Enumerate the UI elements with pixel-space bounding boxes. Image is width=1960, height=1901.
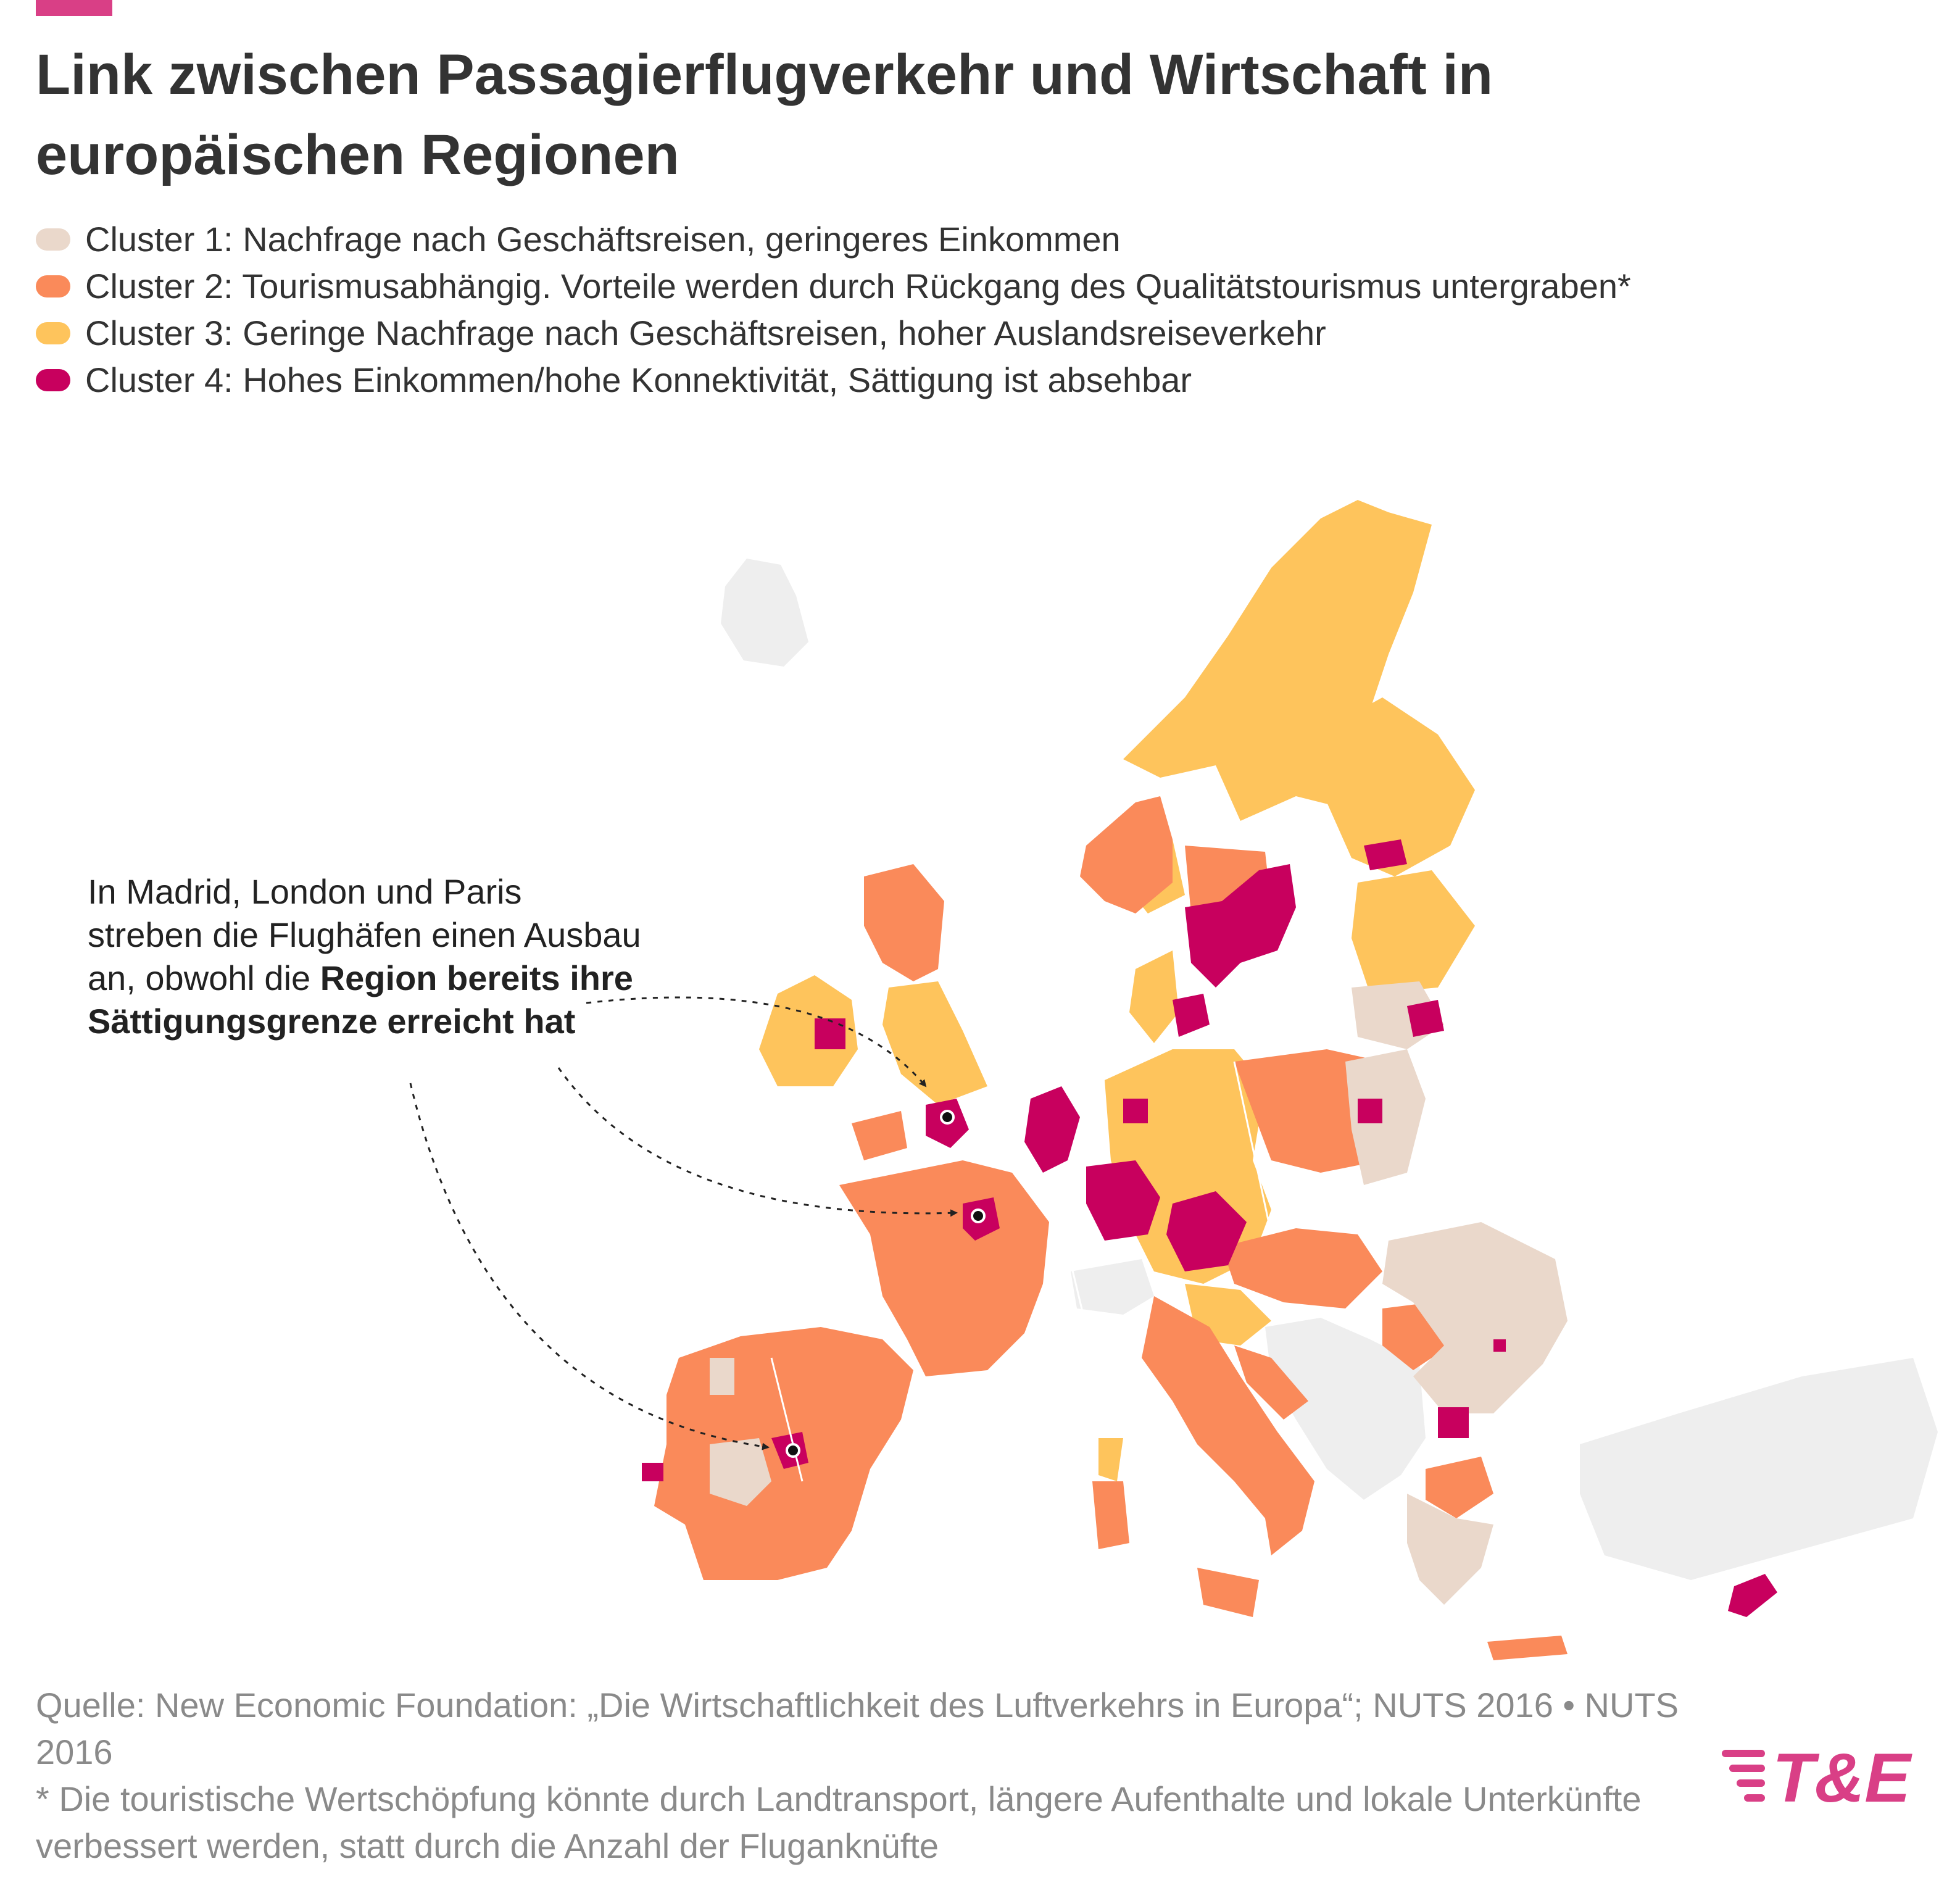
border-line [770, 1061, 1273, 1482]
region-warsaw [1358, 1099, 1382, 1123]
region-austria-hungary [1222, 1228, 1382, 1308]
region-stockholm-sweden-east [1185, 864, 1296, 988]
region-baltics [1352, 870, 1475, 994]
region-eastern-poland-slovakia [1345, 1049, 1426, 1185]
legend-label-cluster-1: Cluster 1: Nachfrage nach Geschäftsreise… [85, 220, 1121, 259]
footnote: * Die touristische Wertschöpfung könnte … [36, 1779, 1642, 1865]
region-borders [770, 1061, 1273, 1482]
region-iceland [721, 559, 808, 667]
region-bucharest [1493, 1339, 1506, 1352]
region-dublin [815, 1018, 845, 1049]
region-benelux [1024, 1086, 1080, 1173]
region-scotland [864, 864, 944, 981]
legend-swatch-cluster-1 [36, 228, 70, 251]
region-switzerland [1071, 1259, 1154, 1315]
region-croatia-dalmatia [1234, 1346, 1308, 1420]
source-note: Quelle: New Economic Foundation: „Die Wi… [36, 1682, 1702, 1870]
cluster-4-regions [642, 839, 1777, 1617]
legend-item-cluster-1: Cluster 1: Nachfrage nach Geschäftsreise… [36, 216, 1887, 263]
paris-marker [971, 1208, 986, 1223]
region-balkans [1265, 1318, 1426, 1500]
logo-text: T&E [1772, 1739, 1912, 1816]
region-sardinia-north [1098, 1438, 1123, 1481]
region-helsinki [1364, 839, 1407, 870]
region-finland [1327, 697, 1475, 876]
region-uk-midlands [882, 981, 987, 1105]
region-wales-cornwall [852, 1111, 907, 1160]
legend-item-cluster-2: Cluster 2: Tourismusabhängig. Vorteile w… [36, 263, 1887, 310]
legend-swatch-cluster-4 [36, 369, 70, 391]
region-norway-south [1080, 796, 1173, 913]
region-crete [1487, 1636, 1568, 1660]
region-prague-vienna [1166, 1191, 1247, 1271]
region-denmark [1129, 950, 1179, 1043]
legend-swatch-cluster-3 [36, 322, 70, 344]
logo-mark-icon [1722, 1750, 1765, 1802]
callout-arrows [409, 996, 958, 1450]
region-sardinia [1092, 1481, 1129, 1549]
legend-item-cluster-4: Cluster 4: Hohes Einkommen/hohe Konnekti… [36, 357, 1887, 404]
legend: Cluster 1: Nachfrage nach Geschäftsreise… [36, 216, 1887, 404]
region-sicily [1197, 1568, 1259, 1617]
callout-bold-text: Region bereits ihre Sättigungsgrenze err… [88, 959, 633, 1041]
source-line: Quelle: New Economic Foundation: „Die Wi… [36, 1686, 1679, 1771]
london-marker [940, 1110, 955, 1125]
region-hamburg [1123, 1099, 1148, 1123]
legend-label-cluster-3: Cluster 3: Geringe Nachfrage nach Geschä… [85, 314, 1326, 352]
region-lisbon [642, 1463, 663, 1481]
region-romania-bulgaria [1382, 1222, 1568, 1413]
arrow-to-madrid [409, 1083, 770, 1450]
region-central-spain [710, 1438, 771, 1506]
region-turkey [1580, 1358, 1938, 1580]
region-italy [1142, 1296, 1314, 1555]
city-markers [786, 1110, 986, 1458]
region-ireland [759, 975, 858, 1086]
cluster-1-regions [710, 981, 1568, 1605]
arrow-to-london [586, 996, 927, 1088]
region-estonia-capital [1407, 1000, 1444, 1037]
legend-label-cluster-2: Cluster 2: Tourismusabhängig. Vorteile w… [85, 267, 1631, 306]
chart-title: Link zwischen Passagierflugverkehr und W… [36, 43, 1493, 186]
te-logo: T&E [1722, 1739, 1912, 1816]
legend-label-cluster-4: Cluster 4: Hohes Einkommen/hohe Konnekti… [85, 360, 1192, 399]
region-portugal-north [710, 1358, 734, 1395]
region-cyprus [1728, 1574, 1777, 1617]
region-greece-north [1426, 1457, 1493, 1518]
madrid-marker [786, 1443, 800, 1458]
legend-swatch-cluster-2 [36, 275, 70, 297]
legend-item-cluster-3: Cluster 3: Geringe Nachfrage nach Geschä… [36, 310, 1887, 357]
accent-bar [36, 0, 112, 16]
region-skane [1173, 994, 1210, 1037]
region-sofia [1438, 1407, 1469, 1438]
callout-text: In Madrid, London und Paris streben die … [88, 872, 641, 997]
region-greece [1407, 1494, 1493, 1605]
no-data-regions [721, 559, 1938, 1580]
region-germany-south [1086, 1160, 1160, 1241]
callout-annotation: In Madrid, London und Paris streben die … [88, 870, 643, 1043]
